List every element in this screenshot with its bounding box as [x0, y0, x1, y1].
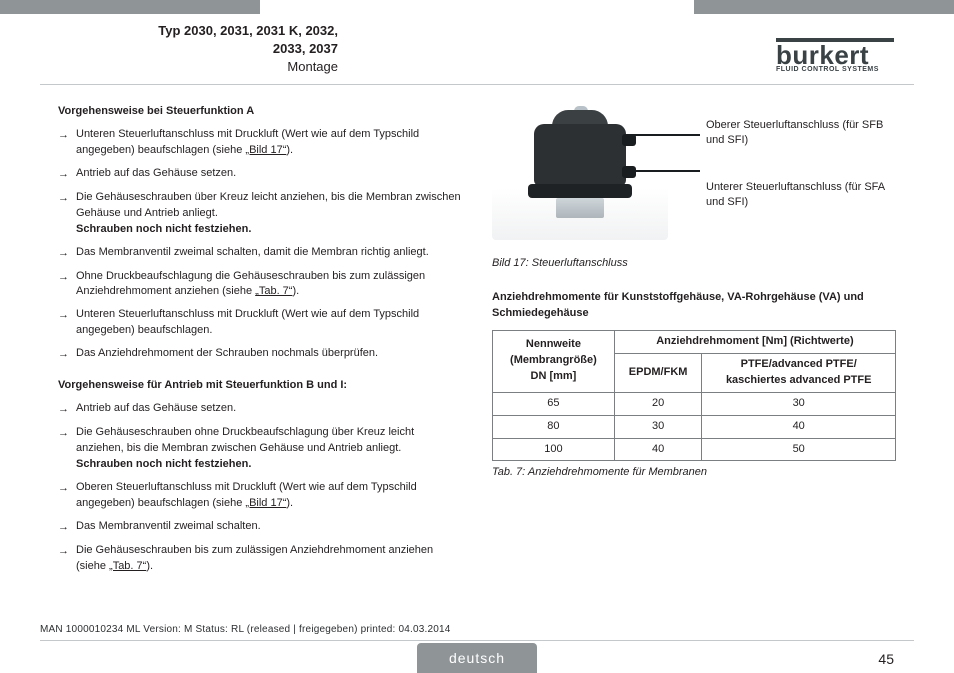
figure-label-upper: Oberer Steuerluftanschluss (für SFB und …: [706, 118, 891, 148]
leader-line-lower: [630, 170, 700, 172]
note-bold: Schrauben noch nicht festziehen.: [76, 223, 251, 235]
lower-port-icon: [622, 166, 636, 178]
header-rule: [40, 84, 914, 85]
figure-image: [492, 104, 668, 240]
header: Typ 2030, 2031, 2031 K, 2032, 2033, 2037…: [0, 22, 954, 80]
step-a2-text: Antrieb auf das Gehäuse setzen.: [76, 166, 462, 183]
top-bar-right: [694, 0, 954, 14]
actuator-illustration: [528, 106, 632, 202]
th-dn: Nennweite (Membrangröße) DN [mm]: [493, 330, 615, 392]
step-b1-text: Antrieb auf das Gehäuse setzen.: [76, 401, 462, 418]
step-a4-text: Das Membranventil zweimal schalten, dami…: [76, 245, 462, 262]
step-b2: → Die Gehäuseschrauben ohne Druckbeaufsc…: [58, 425, 462, 473]
step-a6-text: Unteren Steuerluftanschluss mit Druckluf…: [76, 307, 462, 339]
figure-label-lower: Unterer Steuerluftanschluss (für SFA und…: [706, 180, 891, 210]
arrow-icon: →: [58, 543, 76, 575]
cell-ptfe: 50: [702, 438, 896, 461]
heading-sfa: Vorgehensweise bei Steuerfunktion A: [58, 104, 462, 120]
arrow-icon: →: [58, 245, 76, 262]
language-tab: deutsch: [417, 643, 537, 673]
heading-sfbi: Vorgehensweise für Antrieb mit Steuerfun…: [58, 378, 462, 394]
arrow-icon: →: [58, 346, 76, 363]
table-row: 100 40 50: [493, 438, 896, 461]
step-b4: → Das Membranventil zweimal schalten.: [58, 519, 462, 536]
top-bars: [0, 0, 954, 18]
arrow-icon: →: [58, 519, 76, 536]
step-a5-text: Ohne Druckbeaufschlagung die Gehäuseschr…: [76, 269, 462, 301]
th-torque-span: Anziehdrehmoment [Nm] (Richtwerte): [614, 330, 895, 353]
step-b3: → Oberen Steuerluftanschluss mit Drucklu…: [58, 480, 462, 512]
logo-tagline: FLUID CONTROL SYSTEMS: [776, 67, 894, 73]
cell-ptfe: 30: [702, 392, 896, 415]
step-b5-text: Die Gehäuseschrauben bis zum zulässigen …: [76, 543, 462, 575]
link-bild17[interactable]: „Bild 17“: [245, 144, 286, 156]
cell-epdm: 40: [614, 438, 702, 461]
arrow-icon: →: [58, 425, 76, 473]
footer-meta: MAN 1000010234 ML Version: M Status: RL …: [40, 624, 451, 635]
cell-dn: 100: [493, 438, 615, 461]
step-a4: → Das Membranventil zweimal schalten, da…: [58, 245, 462, 262]
step-b1: → Antrieb auf das Gehäuse setzen.: [58, 401, 462, 418]
torque-table: Nennweite (Membrangröße) DN [mm] Anziehd…: [492, 330, 896, 462]
step-b5: → Die Gehäuseschrauben bis zum zulässige…: [58, 543, 462, 575]
top-bar-left: [0, 0, 260, 14]
doc-type-line2: 2033, 2037: [58, 40, 338, 58]
figure-17: Oberer Steuerluftanschluss (für SFB und …: [492, 104, 896, 254]
content-columns: Vorgehensweise bei Steuerfunktion A → Un…: [58, 104, 896, 613]
arrow-icon: →: [58, 269, 76, 301]
leader-line-upper: [630, 134, 700, 136]
arrow-icon: →: [58, 190, 76, 238]
table-title: Anziehdrehmomente für Kunststoffgehäuse,…: [492, 290, 896, 322]
page-number: 45: [878, 651, 894, 667]
right-column: Oberer Steuerluftanschluss (für SFB und …: [492, 104, 896, 613]
table-row: 65 20 30: [493, 392, 896, 415]
arrow-icon: →: [58, 166, 76, 183]
step-a5: → Ohne Druckbeaufschlagung die Gehäusesc…: [58, 269, 462, 301]
table-caption: Tab. 7: Anziehdrehmomente für Membranen: [492, 465, 896, 481]
arrow-icon: →: [58, 480, 76, 512]
doc-section: Montage: [58, 59, 338, 74]
step-a2: → Antrieb auf das Gehäuse setzen.: [58, 166, 462, 183]
cell-epdm: 30: [614, 415, 702, 438]
footer-bar: deutsch 45: [0, 639, 954, 673]
figure-caption: Bild 17: Steuerluftanschluss: [492, 256, 896, 272]
table-row: 80 30 40: [493, 415, 896, 438]
step-a3: → Die Gehäuseschrauben über Kreuz leicht…: [58, 190, 462, 238]
header-left: Typ 2030, 2031, 2031 K, 2032, 2033, 2037…: [58, 22, 338, 74]
cell-dn: 65: [493, 392, 615, 415]
left-column: Vorgehensweise bei Steuerfunktion A → Un…: [58, 104, 462, 613]
arrow-icon: →: [58, 127, 76, 159]
link-bild17-b[interactable]: „Bild 17“: [245, 497, 286, 509]
cell-ptfe: 40: [702, 415, 896, 438]
link-tab7[interactable]: „Tab. 7“: [255, 285, 292, 297]
cell-dn: 80: [493, 415, 615, 438]
step-a7: → Das Anziehdrehmoment der Schrauben noc…: [58, 346, 462, 363]
step-b3-text: Oberen Steuerluftanschluss mit Druckluft…: [76, 480, 462, 512]
step-a1-text: Unteren Steuerluftanschluss mit Druckluf…: [76, 127, 462, 159]
th-epdm: EPDM/FKM: [614, 353, 702, 392]
th-ptfe: PTFE/advanced PTFE/ kaschiertes advanced…: [702, 353, 896, 392]
step-a1: → Unteren Steuerluftanschluss mit Druckl…: [58, 127, 462, 159]
cell-epdm: 20: [614, 392, 702, 415]
step-a7-text: Das Anziehdrehmoment der Schrauben nochm…: [76, 346, 462, 363]
arrow-icon: →: [58, 307, 76, 339]
arrow-icon: →: [58, 401, 76, 418]
note-bold-2: Schrauben noch nicht festziehen.: [76, 458, 251, 470]
link-tab7-b[interactable]: „Tab. 7“: [109, 560, 146, 572]
logo-text: burkert: [776, 44, 894, 67]
doc-type-line1: Typ 2030, 2031, 2031 K, 2032,: [58, 22, 338, 40]
step-b2-text: Die Gehäuseschrauben ohne Druckbeaufschl…: [76, 425, 462, 473]
step-b4-text: Das Membranventil zweimal schalten.: [76, 519, 462, 536]
step-a6: → Unteren Steuerluftanschluss mit Druckl…: [58, 307, 462, 339]
step-a3-text: Die Gehäuseschrauben über Kreuz leicht a…: [76, 190, 462, 238]
brand-logo: burkert FLUID CONTROL SYSTEMS: [776, 38, 894, 74]
